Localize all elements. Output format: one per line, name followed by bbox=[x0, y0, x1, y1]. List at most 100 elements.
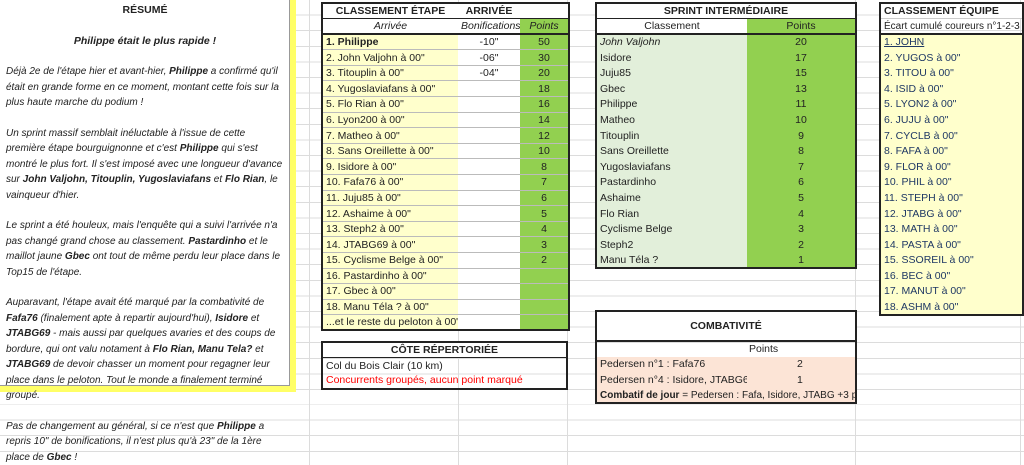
team-entry: 5. LYON2 à 00" bbox=[880, 97, 1023, 113]
summary-paragraph: Le sprint a été houleux, mais l'enquête … bbox=[6, 218, 284, 280]
table-row: 4. ISID à 00" bbox=[880, 81, 1023, 97]
table-row: 10. Fafa76 à 00"7 bbox=[322, 175, 569, 191]
sprint-rider: Gbec bbox=[596, 81, 747, 97]
table-row: ...et le reste du peloton à 00" bbox=[322, 315, 569, 331]
sprint-points: 20 bbox=[747, 34, 856, 50]
rider-name: 9. Isidore à 00" bbox=[322, 159, 458, 175]
rider-bonus bbox=[458, 159, 520, 175]
sprint-points: 3 bbox=[747, 221, 856, 237]
climb-title: CÔTE RÉPERTORIÉE bbox=[322, 342, 567, 358]
rider-name: 15. Cyclisme Belge à 00" bbox=[322, 253, 458, 269]
table-row: 12. Ashaime à 00"5 bbox=[322, 206, 569, 222]
sprint-rider: Juju85 bbox=[596, 65, 747, 81]
combativity-table: COMBATIVITÉ Points Pedersen n°1 : Fafa76… bbox=[595, 310, 857, 404]
table-row: 6. Lyon200 à 00"14 bbox=[322, 112, 569, 128]
table-row: 9. Isidore à 00" 8 bbox=[322, 159, 569, 175]
table-row: 12. JTABG à 00" bbox=[880, 206, 1023, 222]
rider-bonus bbox=[458, 299, 520, 315]
team-entry: 7. CYCLB à 00" bbox=[880, 128, 1023, 144]
rider-bonus bbox=[458, 190, 520, 206]
sprint-rider: Ashaime bbox=[596, 190, 747, 206]
sprint-points: 15 bbox=[747, 65, 856, 81]
summary-paragraph: Un sprint massif semblait inéluctable à … bbox=[6, 126, 284, 204]
sprint-points: 10 bbox=[747, 112, 856, 128]
team-entry: 10. PHIL à 00" bbox=[880, 175, 1023, 191]
team-entry: 18. ASHM à 00" bbox=[880, 299, 1023, 315]
rider-bonus bbox=[458, 81, 520, 97]
sprint-points: 9 bbox=[747, 128, 856, 144]
table-row: 11. STEPH à 00" bbox=[880, 190, 1023, 206]
table-row: 6. JUJU à 00" bbox=[880, 112, 1023, 128]
sprint-points: 4 bbox=[747, 206, 856, 222]
sprint-rider: Isidore bbox=[596, 50, 747, 66]
team-entry: 17. MANUT à 00" bbox=[880, 284, 1023, 300]
sprint-rider: Steph2 bbox=[596, 237, 747, 253]
rider-points: 7 bbox=[520, 175, 569, 191]
col-points: Points bbox=[520, 19, 569, 35]
table-row: 16. Pastardinho à 00" bbox=[322, 268, 569, 284]
team-entry: 8. FAFA à 00" bbox=[880, 143, 1023, 159]
climb-note: Concurrents groupés, aucun point marqué bbox=[322, 373, 567, 389]
sprint-rider: Matheo bbox=[596, 112, 747, 128]
table-row: 1. JOHN bbox=[880, 34, 1023, 50]
combat-rider: Pedersen n°1 : Fafa76 bbox=[596, 357, 747, 373]
table-row: 3. Titouplin à 00"-04"20 bbox=[322, 65, 569, 81]
table-row: 2. John Valjohn à 00"-06"30 bbox=[322, 50, 569, 66]
rider-name: 16. Pastardinho à 00" bbox=[322, 268, 458, 284]
summary-paragraph: Auparavant, l'étape avait été marqué par… bbox=[6, 295, 284, 404]
sprint-rider: Philippe bbox=[596, 97, 747, 113]
sprint-points: 13 bbox=[747, 81, 856, 97]
rider-bonus bbox=[458, 284, 520, 300]
team-entry: 16. BEC à 00" bbox=[880, 268, 1023, 284]
table-row: 14. JTABG69 à 00"3 bbox=[322, 237, 569, 253]
stage-title: CLASSEMENT ÉTAPE bbox=[322, 3, 458, 19]
rider-bonus: -04" bbox=[458, 65, 520, 81]
sprint-title: SPRINT INTERMÉDIAIRE bbox=[596, 3, 856, 19]
rider-name: 5. Flo Rian à 00" bbox=[322, 97, 458, 113]
rider-name: 13. Steph2 à 00" bbox=[322, 221, 458, 237]
sprint-rider: Cyclisme Belge bbox=[596, 221, 747, 237]
table-row: 3. TITOU à 00" bbox=[880, 65, 1023, 81]
rider-name: 18. Manu Téla ? à 00" bbox=[322, 299, 458, 315]
sprint-points: 7 bbox=[747, 159, 856, 175]
table-row: 13. Steph2 à 00"4 bbox=[322, 221, 569, 237]
team-entry: 9. FLOR à 00" bbox=[880, 159, 1023, 175]
table-row: 7. Matheo à 00"12 bbox=[322, 128, 569, 144]
rider-bonus bbox=[458, 237, 520, 253]
rider-name: 7. Matheo à 00" bbox=[322, 128, 458, 144]
rider-bonus bbox=[458, 221, 520, 237]
team-entry: 12. JTABG à 00" bbox=[880, 206, 1023, 222]
sprint-rider: Titouplin bbox=[596, 128, 747, 144]
rider-points: 3 bbox=[520, 237, 569, 253]
rider-name: 2. John Valjohn à 00" bbox=[322, 50, 458, 66]
table-row: 2. YUGOS à 00" bbox=[880, 50, 1023, 66]
rider-name: 6. Lyon200 à 00" bbox=[322, 112, 458, 128]
summary-paragraph: Déjà 2e de l'étape hier et avant-hier, P… bbox=[6, 64, 284, 111]
rider-bonus bbox=[458, 112, 520, 128]
table-row: 15. Cyclisme Belge à 00"2 bbox=[322, 253, 569, 269]
rider-name: 17. Gbec à 00" bbox=[322, 284, 458, 300]
table-row: 10. PHIL à 00" bbox=[880, 175, 1023, 191]
team-entry: 14. PASTA à 00" bbox=[880, 237, 1023, 253]
summary-title: RÉSUMÉ bbox=[6, 3, 284, 19]
rider-points: 8 bbox=[520, 159, 569, 175]
combat-col-points: Points bbox=[747, 341, 856, 357]
combat-points: 1 bbox=[747, 372, 856, 388]
summary-box: RÉSUMÉ Philippe était le plus rapide ! D… bbox=[0, 0, 296, 392]
rider-points bbox=[520, 284, 569, 300]
rider-name: 4. Yugoslaviafans à 00" bbox=[322, 81, 458, 97]
sprint-rider: Yugoslaviafans bbox=[596, 159, 747, 175]
